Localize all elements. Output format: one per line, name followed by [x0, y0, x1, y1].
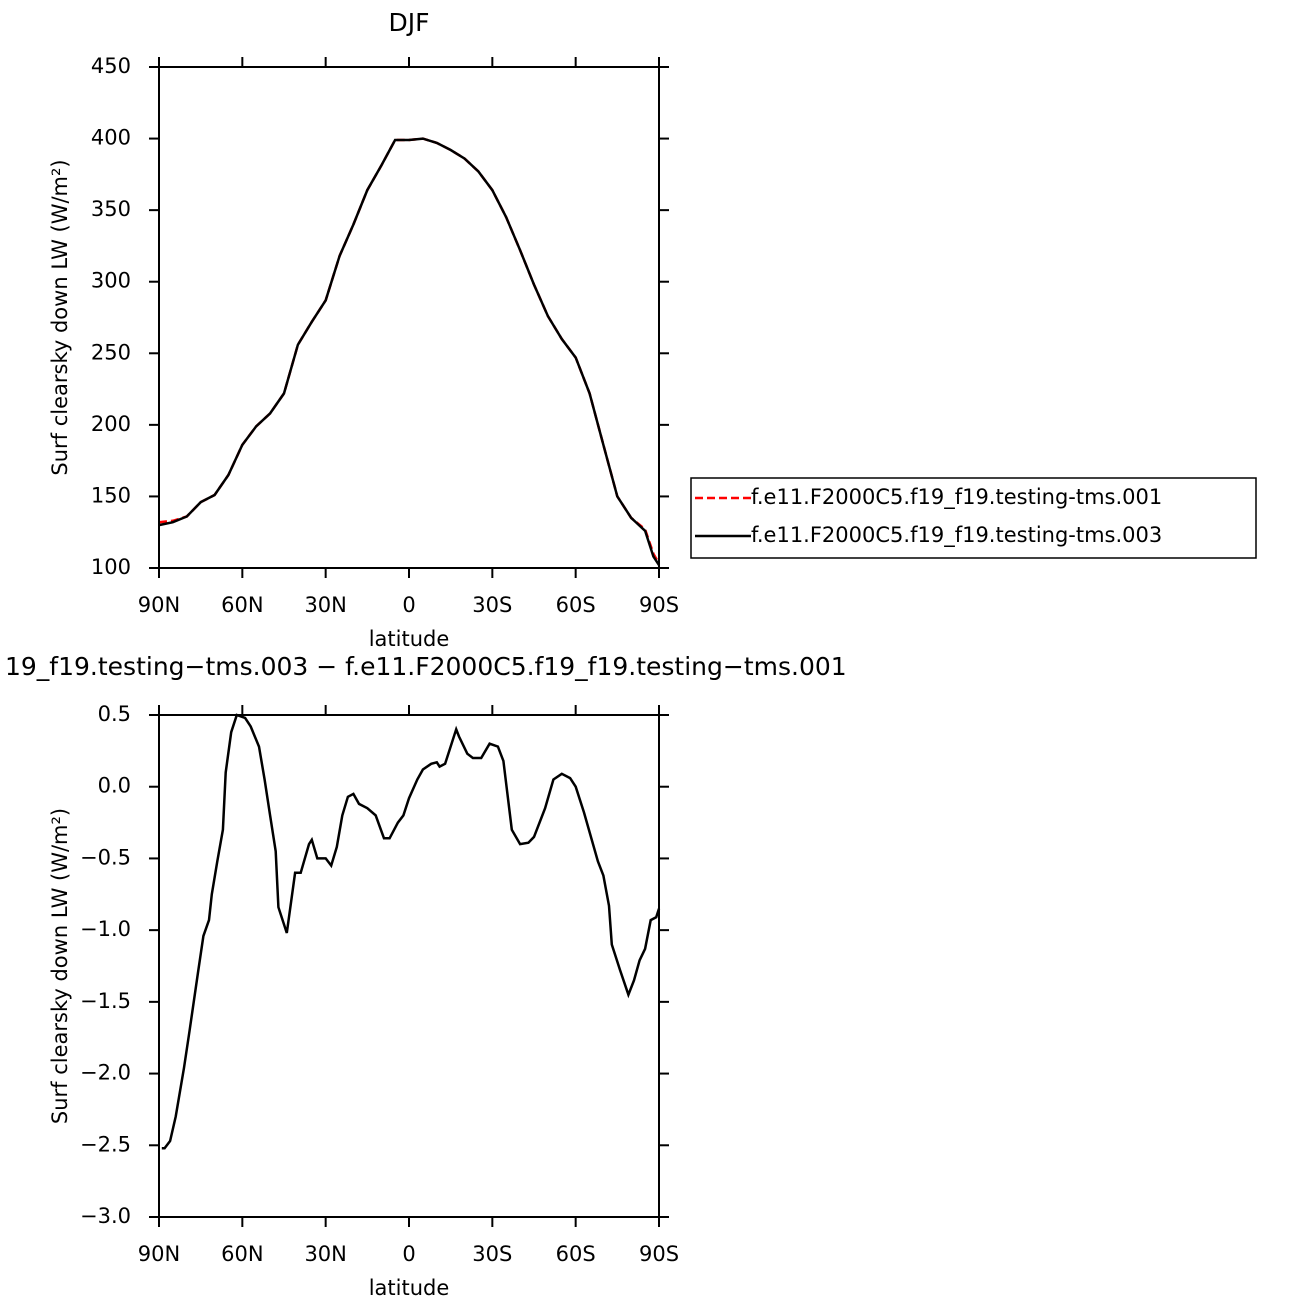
y-tick-label: 0.5 [98, 702, 131, 726]
x-tick-label: 0 [402, 593, 415, 617]
x-tick-label: 90S [639, 593, 679, 617]
plot-frame [158, 714, 660, 1218]
data-line [158, 137, 661, 565]
x-tick-label: 30S [472, 1242, 512, 1266]
y-tick-label: −2.5 [80, 1132, 131, 1156]
y-tick-label: 400 [91, 126, 131, 150]
legend-label: f.e11.F2000C5.f19_f19.testing-tms.003 [751, 523, 1162, 548]
legend-label: f.e11.F2000C5.f19_f19.testing-tms.001 [751, 485, 1162, 510]
y-tick-label: −1.0 [80, 917, 131, 941]
data-line [161, 713, 661, 1150]
chart-title: DJF [388, 8, 429, 37]
y-tick-label: 300 [91, 269, 131, 293]
y-tick-label: 100 [91, 555, 131, 579]
x-tick-label: 0 [402, 1242, 415, 1266]
x-tick-label: 30N [304, 1242, 346, 1266]
x-axis-label: latitude [369, 627, 450, 651]
y-axis-label: Surf clearsky down LW (W/m²) [48, 159, 72, 475]
x-tick-label: 30S [472, 593, 512, 617]
x-tick-label: 90N [138, 1242, 180, 1266]
y-tick-label: −2.0 [80, 1061, 131, 1085]
x-tick-label: 60S [556, 593, 596, 617]
x-tick-label: 90S [639, 1242, 679, 1266]
legend-box [690, 477, 1257, 559]
data-line [158, 137, 661, 566]
x-tick-label: 60N [221, 1242, 263, 1266]
y-tick-label: 150 [91, 483, 131, 507]
plot-frame [158, 66, 660, 569]
x-tick-label: 30N [304, 593, 346, 617]
y-tick-label: 200 [91, 412, 131, 436]
y-tick-label: 250 [91, 340, 131, 364]
x-tick-label: 60S [556, 1242, 596, 1266]
y-tick-label: −1.5 [80, 989, 131, 1013]
x-tick-label: 60N [221, 593, 263, 617]
x-axis-label: latitude [369, 1276, 450, 1300]
x-tick-label: 90N [138, 593, 180, 617]
y-tick-label: −0.5 [80, 845, 131, 869]
y-tick-label: −3.0 [80, 1204, 131, 1228]
y-axis-label: Surf clearsky down LW (W/m²) [48, 808, 72, 1124]
y-tick-label: 450 [91, 54, 131, 78]
y-tick-label: 350 [91, 197, 131, 221]
chart-title: 19_f19.testing−tms.003 − f.e11.F2000C5.f… [5, 652, 847, 681]
y-tick-label: 0.0 [98, 774, 131, 798]
